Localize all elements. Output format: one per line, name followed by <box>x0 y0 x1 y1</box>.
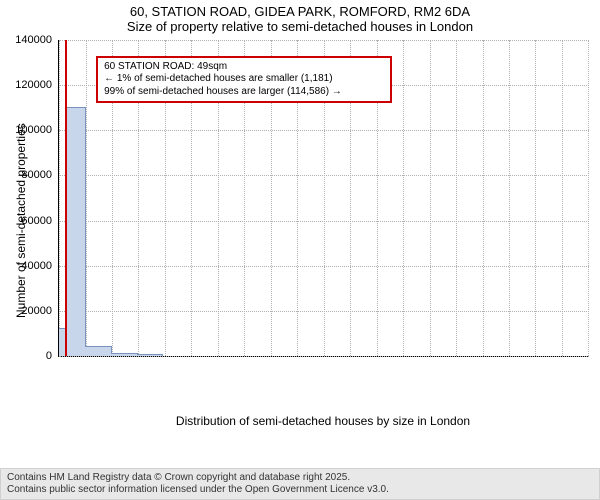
y-tick-label: 60000 <box>2 215 52 227</box>
gridline-vertical <box>403 40 404 356</box>
annotation-box: 60 STATION ROAD: 49sqm← 1% of semi-detac… <box>96 56 392 104</box>
chart-title-sub: Size of property relative to semi-detach… <box>0 19 600 34</box>
gridline-vertical <box>588 40 589 356</box>
chart-title-main: 60, STATION ROAD, GIDEA PARK, ROMFORD, R… <box>0 4 600 19</box>
gridline-vertical <box>535 40 536 356</box>
gridline-vertical <box>509 40 510 356</box>
highlight-marker <box>65 40 67 356</box>
gridline-vertical <box>430 40 431 356</box>
y-tick-label: 0 <box>2 350 52 362</box>
footer-line-1: Contains HM Land Registry data © Crown c… <box>7 472 593 484</box>
gridline-vertical <box>483 40 484 356</box>
histogram-bar <box>85 346 112 356</box>
y-tick-label: 140000 <box>2 34 52 46</box>
histogram-bar <box>137 354 164 356</box>
attribution-footer: Contains HM Land Registry data © Crown c… <box>0 468 600 500</box>
gridline-vertical <box>562 40 563 356</box>
annotation-line-3: 99% of semi-detached houses are larger (… <box>104 86 384 99</box>
annotation-line-1: 60 STATION ROAD: 49sqm <box>104 61 384 74</box>
gridline-horizontal <box>59 356 589 357</box>
chart-titles: 60, STATION ROAD, GIDEA PARK, ROMFORD, R… <box>0 0 600 34</box>
x-axis-label: Distribution of semi-detached houses by … <box>58 414 588 428</box>
plot-region: 60 STATION ROAD: 49sqm← 1% of semi-detac… <box>58 40 589 357</box>
y-tick-label: 40000 <box>2 260 52 272</box>
y-tick-label: 80000 <box>2 169 52 181</box>
y-tick-label: 20000 <box>2 305 52 317</box>
y-tick-label: 100000 <box>2 124 52 136</box>
annotation-line-2: ← 1% of semi-detached houses are smaller… <box>104 73 384 86</box>
gridline-vertical <box>59 40 60 356</box>
chart-area: 60 STATION ROAD: 49sqm← 1% of semi-detac… <box>0 34 600 454</box>
histogram-bar <box>111 353 138 356</box>
y-tick-label: 120000 <box>2 79 52 91</box>
histogram-bar <box>67 107 86 356</box>
footer-line-2: Contains public sector information licen… <box>7 484 593 496</box>
gridline-vertical <box>456 40 457 356</box>
